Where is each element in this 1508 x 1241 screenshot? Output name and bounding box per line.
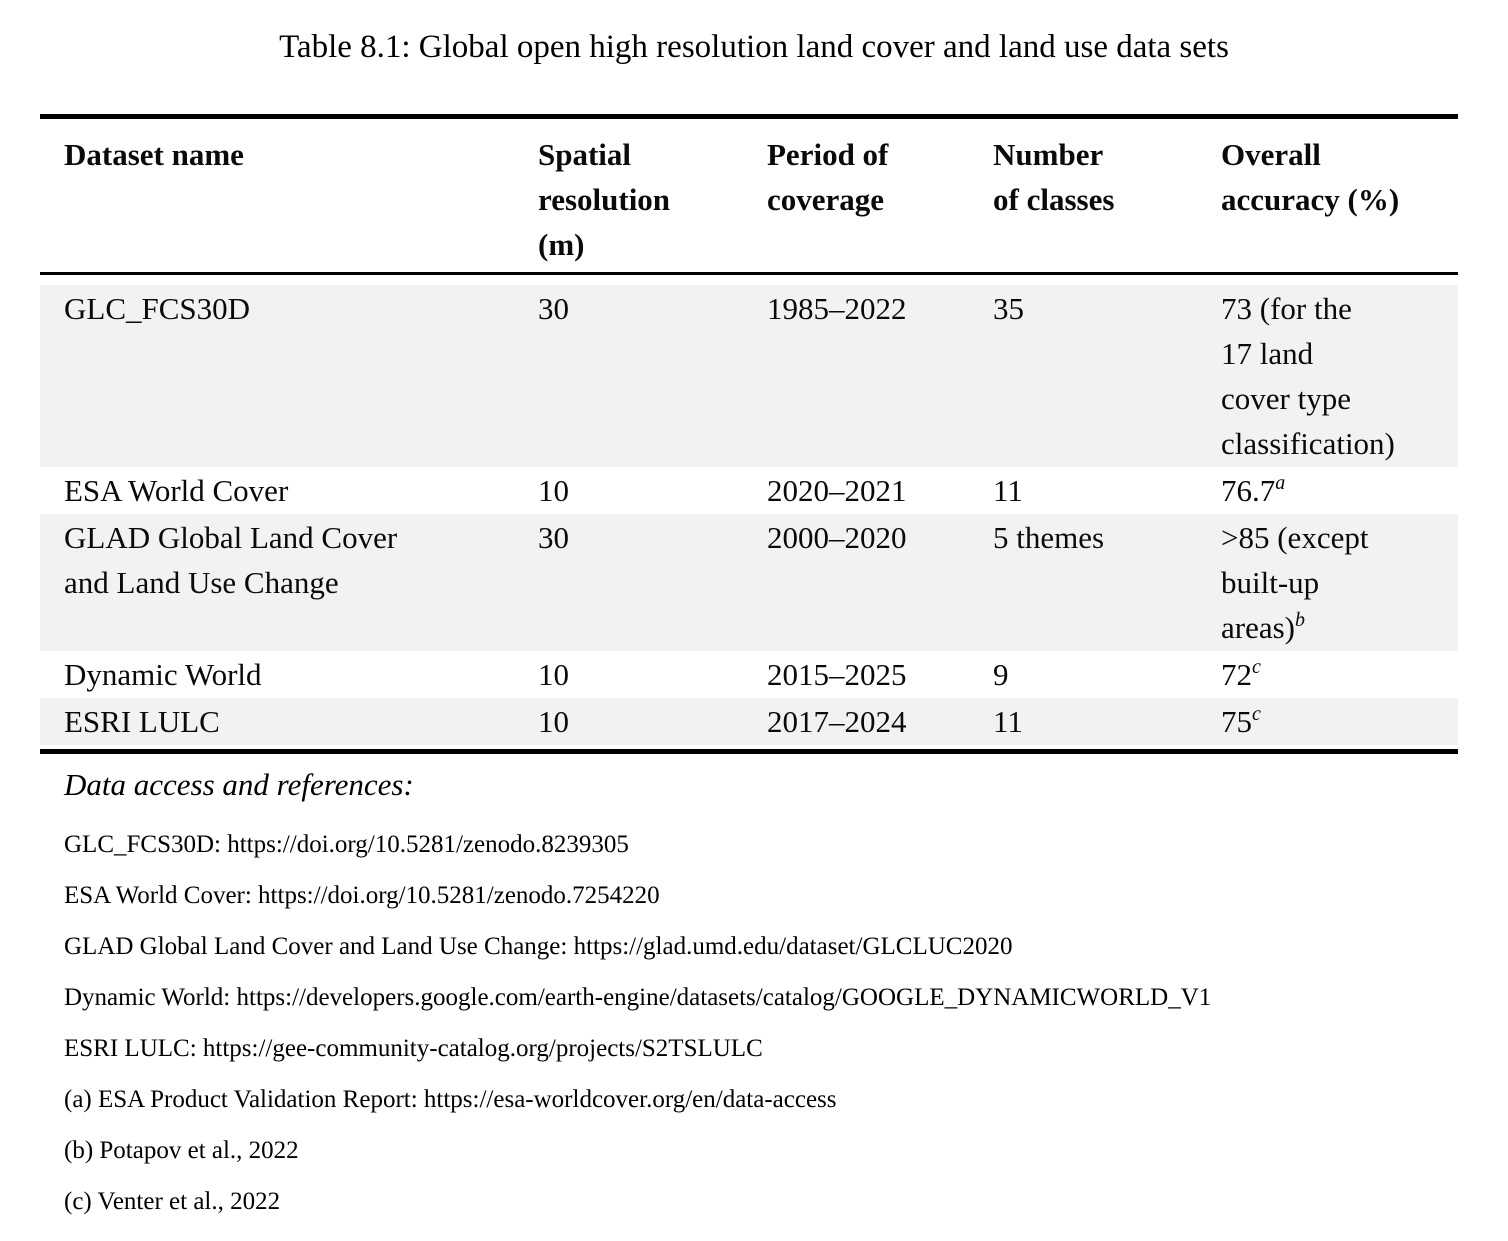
cell-num-classes: 35 (993, 291, 1024, 326)
footnote-a: (a) ESA Product Validation Report: https… (64, 1086, 837, 1113)
data-table: Dataset name Spatial resolution (m) Peri… (40, 114, 1458, 754)
reference-line-esri-lulc: ESRI LULC: https://gee-community-catalog… (64, 1035, 763, 1062)
table-top-rule (40, 114, 1458, 119)
accuracy-value: 76.7 (1221, 473, 1276, 508)
cell-accuracy: >85 (except built-up areas)b (1221, 514, 1458, 651)
cell-period: 2020–2021 (767, 473, 907, 508)
accuracy-footnote-marker: c (1252, 656, 1261, 678)
references-heading: Data access and references: (64, 767, 414, 802)
references-section: Data access and references: GLC_FCS30D: … (64, 764, 1464, 1214)
reference-line-esa-worldcover: ESA World Cover: https://doi.org/10.5281… (64, 882, 660, 909)
accuracy-footnote-marker: c (1252, 703, 1261, 725)
header-spatial-resolution: Spatial resolution (m) (538, 137, 671, 262)
reference-line-dynamic-world: Dynamic World: https://developers.google… (64, 984, 1212, 1011)
table-row: GLAD Global Land Cover and Land Use Chan… (40, 514, 1458, 651)
cell-accuracy: 72c (1221, 651, 1458, 698)
header-number-of-classes: Number of classes (993, 137, 1115, 217)
cell-dataset-name: ESA World Cover (64, 473, 289, 508)
header-dataset-name: Dataset name (64, 137, 244, 172)
table-caption: Table 8.1: Global open high resolution l… (279, 29, 1229, 65)
table-row: GLC_FCS30D 30 1985–2022 35 73 (for the 1… (40, 285, 1458, 467)
accuracy-footnote-marker: a (1275, 472, 1286, 494)
table-row: Dynamic World 10 2015–2025 9 72c (40, 651, 1458, 698)
cell-period: 2000–2020 (767, 520, 907, 555)
header-overall-accuracy: Overall accuracy (%) (1221, 137, 1400, 217)
cell-period: 2017–2024 (767, 704, 907, 739)
cell-period: 1985–2022 (767, 291, 907, 326)
cell-period: 2015–2025 (767, 657, 907, 692)
reference-line-glc-fcs30d: GLC_FCS30D: https://doi.org/10.5281/zeno… (64, 831, 629, 858)
accuracy-value: 73 (for the 17 land cover type classific… (1221, 291, 1395, 461)
table-spacer (40, 275, 1458, 285)
cell-accuracy: 75c (1221, 698, 1458, 745)
cell-spatial-resolution: 10 (538, 704, 569, 739)
cell-num-classes: 9 (993, 657, 1009, 692)
table-header-row: Dataset name Spatial resolution (m) Peri… (40, 119, 1458, 272)
cell-spatial-resolution: 30 (538, 291, 569, 326)
table-mid-rule (40, 272, 1458, 275)
table-row: ESA World Cover 10 2020–2021 11 76.7a (40, 467, 1458, 514)
cell-accuracy: 73 (for the 17 land cover type classific… (1221, 285, 1458, 467)
accuracy-value: 72 (1221, 657, 1252, 692)
cell-num-classes: 11 (993, 704, 1023, 739)
table-bottom-rule (40, 749, 1458, 754)
accuracy-footnote-marker: b (1295, 609, 1305, 631)
cell-dataset-name: GLC_FCS30D (64, 291, 251, 326)
accuracy-value: >85 (except built-up areas) (1221, 520, 1369, 645)
cell-dataset-name: ESRI LULC (64, 704, 220, 739)
cell-num-classes: 11 (993, 473, 1023, 508)
reference-line-glad: GLAD Global Land Cover and Land Use Chan… (64, 933, 1013, 960)
footnote-b: (b) Potapov et al., 2022 (64, 1137, 299, 1164)
cell-accuracy: 76.7a (1221, 467, 1458, 514)
cell-num-classes: 5 themes (993, 520, 1105, 555)
cell-spatial-resolution: 30 (538, 520, 569, 555)
cell-dataset-name: Dynamic World (64, 657, 262, 692)
table-row: ESRI LULC 10 2017–2024 11 75c (40, 698, 1458, 745)
cell-spatial-resolution: 10 (538, 473, 569, 508)
footnote-c: (c) Venter et al., 2022 (64, 1188, 281, 1215)
cell-dataset-name: GLAD Global Land Cover and Land Use Chan… (64, 520, 398, 600)
header-period-of-coverage: Period of coverage (767, 137, 889, 217)
accuracy-value: 75 (1221, 704, 1252, 739)
cell-spatial-resolution: 10 (538, 657, 569, 692)
